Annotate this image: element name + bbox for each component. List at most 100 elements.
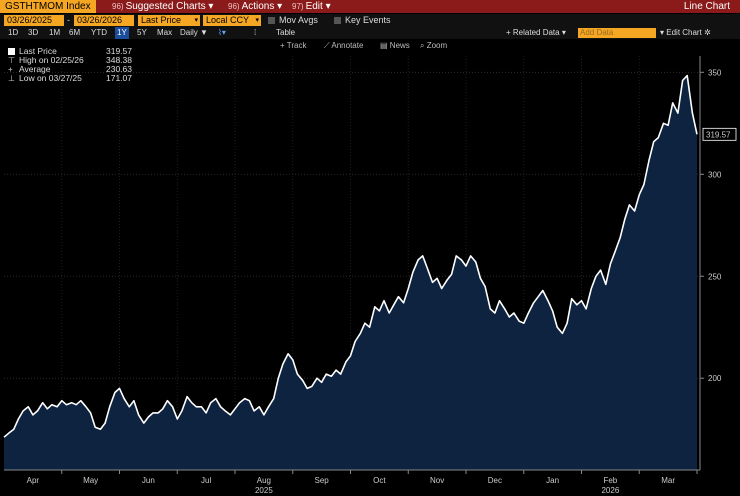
x-tick-label: Apr — [27, 476, 40, 485]
top-menu-bar: GSTHTMOM Index 96) Suggested Charts ▾ 96)… — [0, 0, 740, 13]
x-tick-label: Nov — [430, 476, 444, 485]
period-bar: 1D 3D 1M 6M YTD 1Y 5Y Max Daily ▼ ⌇▾ ⁞ T… — [0, 27, 740, 39]
x-tick-label: Dec — [488, 476, 502, 485]
start-date-value: 03/26/2025 — [7, 15, 53, 25]
frequency-value: Daily — [180, 28, 198, 37]
x-tick-label: Jul — [201, 476, 211, 485]
legend-label: Average — [19, 64, 51, 74]
y-tick-label: 250 — [708, 272, 722, 281]
chart-type-title: Line Chart — [683, 1, 730, 12]
edit-chart-button[interactable]: ▾ Edit Chart ✲ — [660, 27, 711, 39]
period-1y[interactable]: 1Y — [115, 27, 129, 39]
price-field-select[interactable]: Last Price ▾ — [138, 15, 200, 26]
gear-icon: ✲ — [704, 28, 711, 37]
add-data-input[interactable]: Add Data — [578, 28, 656, 38]
track-label: Track — [286, 41, 307, 50]
annotate-icon: ⟋ — [324, 41, 330, 50]
news-icon: ▤ — [380, 41, 388, 50]
chevron-down-icon: ▾ — [277, 1, 283, 12]
annotate-label: Annotate — [331, 41, 364, 50]
mov-avgs-toggle[interactable]: Mov Avgs — [268, 15, 318, 26]
low-marker-icon: ⊥ — [8, 74, 15, 83]
period-6m[interactable]: 6M — [69, 28, 81, 37]
price-field-value: Last Price — [141, 15, 182, 25]
edit-chart-label: Edit Chart — [666, 28, 702, 37]
start-date-field[interactable]: 03/26/2025 — [4, 15, 64, 26]
average-marker-icon: + — [8, 65, 13, 74]
legend-row-last-price: Last Price 319.57 — [6, 47, 132, 56]
x-tick-label: Feb — [603, 476, 617, 485]
actions-label: Actions — [241, 1, 275, 12]
x-tick-label: Jan — [546, 476, 559, 485]
legend-row-low: ⊥ Low on 03/27/25 171.07 — [6, 73, 132, 84]
news-label: News — [389, 41, 410, 50]
period-5y[interactable]: 5Y — [137, 28, 147, 37]
edit-menu[interactable]: 97) Edit ▾ — [292, 0, 331, 13]
x-tick-label: Sep — [315, 476, 330, 485]
chevron-down-icon: ▼ — [200, 28, 208, 37]
zoom-icon: ⌕ — [420, 41, 425, 50]
legend-value: 319.57 — [106, 46, 132, 56]
table-button[interactable]: Table — [276, 28, 296, 37]
legend-value: 348.38 — [106, 55, 132, 65]
date-separator: - — [67, 15, 70, 25]
menu-number: 96) — [112, 2, 124, 11]
chart-legend: Last Price 319.57 ⊤ High on 02/25/26 348… — [6, 47, 132, 83]
period-ytd[interactable]: YTD — [91, 28, 107, 37]
actions-menu[interactable]: 96) Actions ▾ — [228, 0, 282, 13]
controls-bar: 03/26/2025 - 03/26/2026 Last Price ▾ Loc… — [0, 14, 740, 27]
menu-number: 97) — [292, 2, 304, 11]
legend-value: 230.63 — [106, 64, 132, 74]
period-1d[interactable]: 1D — [8, 28, 19, 37]
last-price-tag: 319.57 — [706, 130, 731, 139]
line-style-icon[interactable]: ⌇▾ — [218, 28, 226, 37]
legend-row-average: + Average 230.63 — [6, 64, 132, 75]
x-tick-label: May — [83, 476, 98, 485]
crosshair-icon: + — [280, 41, 285, 50]
end-date-field[interactable]: 03/26/2026 — [74, 15, 134, 26]
legend-label: Last Price — [19, 46, 57, 56]
x-tick-label: Jun — [142, 476, 155, 485]
end-date-value: 03/26/2026 — [77, 15, 123, 25]
checkbox-icon — [268, 17, 275, 24]
legend-label: Low on 03/27/25 — [19, 73, 82, 83]
key-events-label: Key Events — [345, 15, 391, 25]
zoom-tool[interactable]: ⌕ Zoom — [420, 41, 447, 51]
period-max[interactable]: Max — [157, 28, 173, 37]
x-tick-label: Oct — [373, 476, 386, 485]
annotate-tool[interactable]: ⟋ Annotate — [324, 41, 363, 51]
x-tick-label: Aug — [257, 476, 271, 485]
zoom-label: Zoom — [426, 41, 448, 50]
chevron-down-icon: ▾ — [561, 28, 566, 37]
track-tool[interactable]: + Track — [280, 41, 306, 51]
period-1m[interactable]: 1M — [49, 28, 61, 37]
news-tool[interactable]: ▤ News — [380, 41, 410, 51]
more-options-icon[interactable]: ⁞ — [254, 28, 257, 37]
legend-value: 171.07 — [106, 73, 132, 83]
y-tick-label: 350 — [708, 68, 722, 77]
period-3d[interactable]: 3D — [28, 28, 39, 37]
key-events-toggle[interactable]: Key Events — [334, 15, 391, 26]
currency-select[interactable]: Local CCY ▾ — [203, 15, 261, 26]
legend-row-high: ⊤ High on 02/25/26 348.38 — [6, 55, 132, 66]
mov-avgs-label: Mov Avgs — [279, 15, 318, 25]
ticker-field[interactable]: GSTHTMOM Index — [0, 0, 96, 13]
menu-number: 96) — [228, 2, 240, 11]
x-year-label: 2025 — [255, 486, 273, 495]
series-area-last-price — [4, 75, 697, 470]
suggested-charts-label: Suggested Charts — [125, 1, 206, 12]
checkbox-icon — [334, 17, 341, 24]
y-tick-label: 200 — [708, 374, 722, 383]
related-data-button[interactable]: + Related Data ▾ — [506, 27, 566, 39]
y-tick-label: 300 — [708, 170, 722, 179]
edit-label: Edit — [305, 1, 323, 12]
chevron-down-icon: ▾ — [255, 17, 259, 24]
series-line-last-price — [3, 74, 698, 438]
legend-label: High on 02/25/26 — [19, 55, 84, 65]
suggested-charts-menu[interactable]: 96) Suggested Charts ▾ — [112, 0, 213, 13]
chevron-down-icon: ▾ — [194, 17, 198, 24]
frequency-select[interactable]: Daily ▼ — [180, 27, 208, 39]
high-marker-icon: ⊤ — [8, 56, 15, 65]
series-swatch — [8, 48, 15, 55]
